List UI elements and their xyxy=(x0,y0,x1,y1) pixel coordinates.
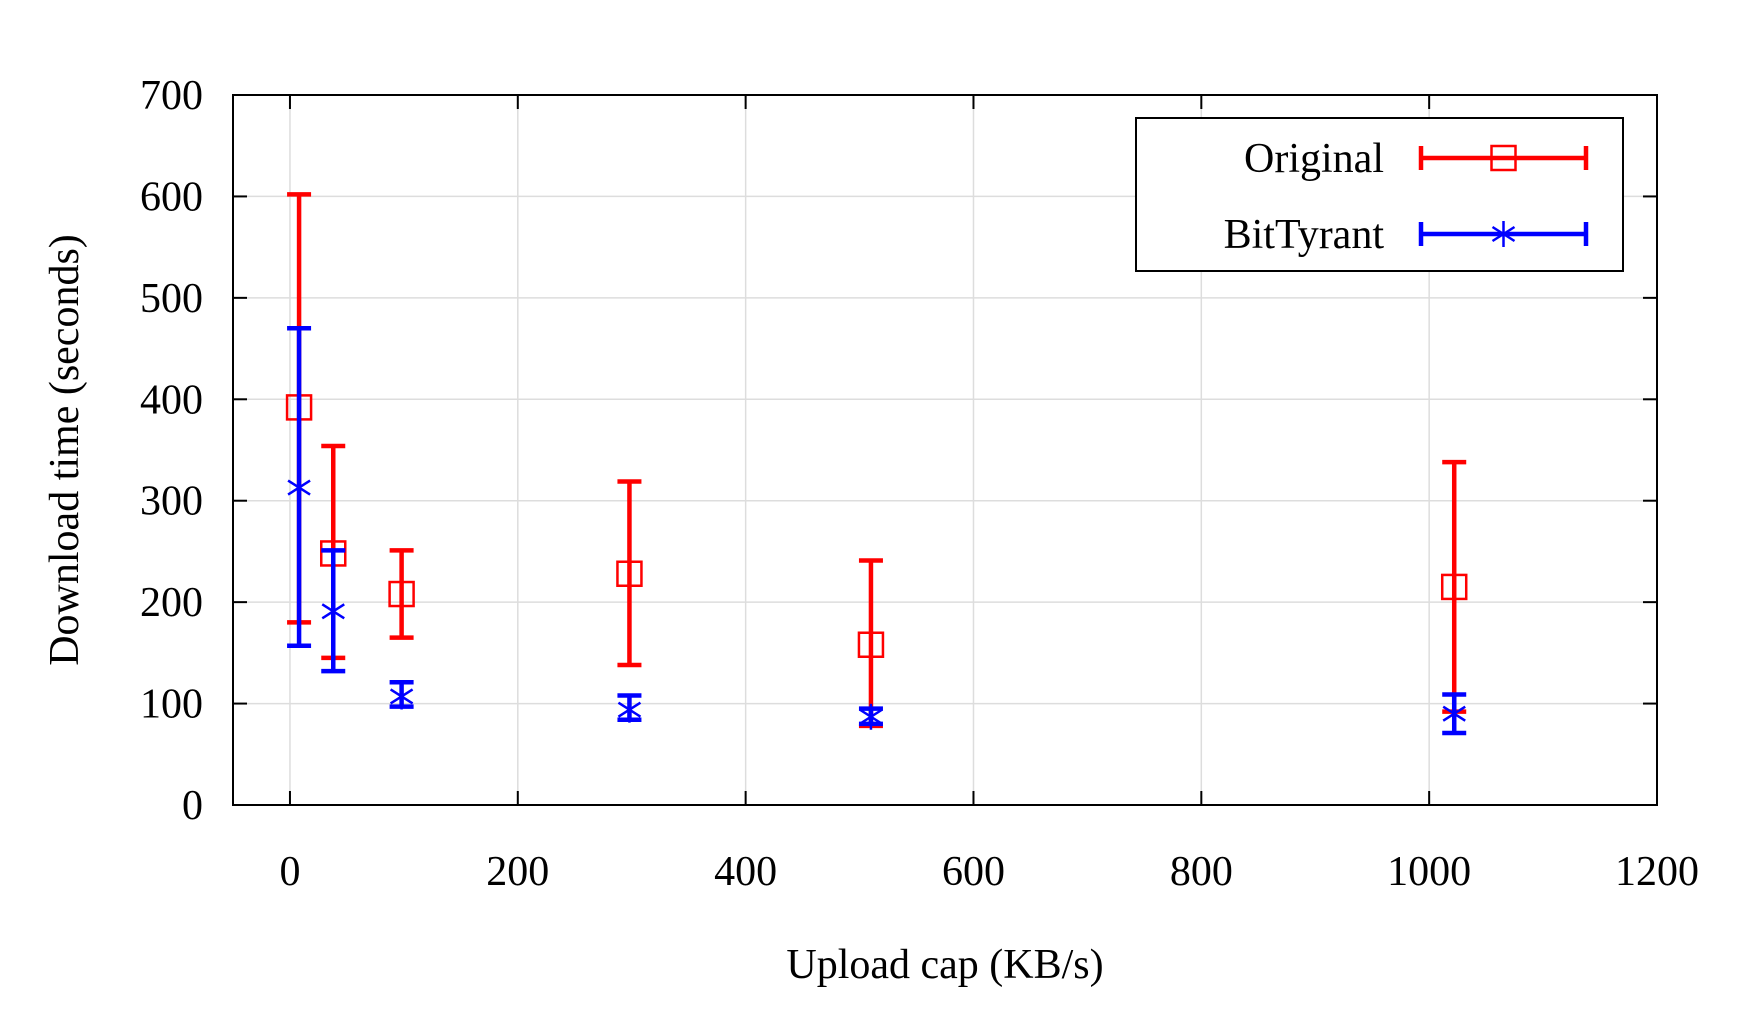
original-errorbar xyxy=(858,558,883,729)
original-point xyxy=(1440,573,1468,601)
y-tick-label: 600 xyxy=(140,174,203,220)
series-bittyrant xyxy=(287,326,1467,736)
legend: Original BitTyrant xyxy=(1135,117,1624,272)
original-errorbar xyxy=(617,479,642,668)
asterisk-stroke xyxy=(1491,225,1516,243)
asterisk-stroke xyxy=(617,701,642,718)
x-tick-label: 200 xyxy=(486,849,549,895)
asterisk-stroke xyxy=(389,688,414,705)
bittyrant-point xyxy=(617,696,642,723)
y-tick-label: 700 xyxy=(140,73,203,119)
x-tick-label: 0 xyxy=(279,849,300,895)
x-tick-label: 1200 xyxy=(1615,849,1699,895)
asterisk-stroke xyxy=(321,603,345,620)
x-tick-label: 600 xyxy=(942,849,1005,895)
legend-marker-bittyrant xyxy=(1491,221,1516,247)
bittyrant-point xyxy=(287,474,311,501)
original-point xyxy=(388,580,415,608)
y-tick-label: 500 xyxy=(140,276,203,322)
y-tick-label: 300 xyxy=(140,479,203,525)
legend-marker-original xyxy=(1490,144,1517,172)
legend-label-bittyrant: BitTyrant xyxy=(1224,212,1385,258)
x-tick-label: 800 xyxy=(1170,849,1233,895)
y-tick-label: 400 xyxy=(140,377,203,423)
asterisk-stroke xyxy=(1442,705,1466,722)
x-axis-title: Upload cap (KB/s) xyxy=(786,942,1103,988)
legend-box xyxy=(1135,117,1624,272)
x-tick-label: 400 xyxy=(714,849,777,895)
plot-frame xyxy=(232,94,1658,806)
axis-ticks: 0 100 200 300 400 500 600 700 0 200 400 600 800 1000 1… xyxy=(140,73,1699,895)
y-axis-title: Download time (seconds) xyxy=(42,234,88,666)
legend-swatch-original xyxy=(1418,146,1589,170)
y-tick-label: 200 xyxy=(140,580,203,626)
original-point xyxy=(616,560,643,587)
bittyrant-point xyxy=(389,683,414,710)
bittyrant-point xyxy=(1442,700,1466,727)
x-tick-label: 1000 xyxy=(1387,849,1471,895)
bittyrant-point xyxy=(321,598,345,625)
asterisk-stroke xyxy=(859,708,883,725)
series-original xyxy=(285,192,1468,729)
asterisk-stroke xyxy=(287,479,311,496)
original-errorbar xyxy=(389,548,414,640)
y-tick-label: 100 xyxy=(140,682,203,728)
bittyrant-point xyxy=(859,703,883,730)
y-tick-label: 0 xyxy=(182,783,203,829)
original-errorbar xyxy=(1442,459,1467,714)
legend-label-original: Original xyxy=(1244,136,1384,182)
original-point xyxy=(857,631,885,658)
series-layer xyxy=(285,192,1468,736)
